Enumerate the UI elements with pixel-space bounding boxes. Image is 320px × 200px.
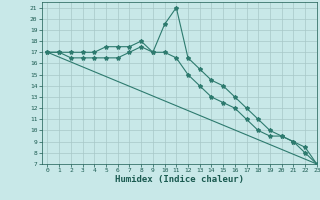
X-axis label: Humidex (Indice chaleur): Humidex (Indice chaleur) xyxy=(115,175,244,184)
